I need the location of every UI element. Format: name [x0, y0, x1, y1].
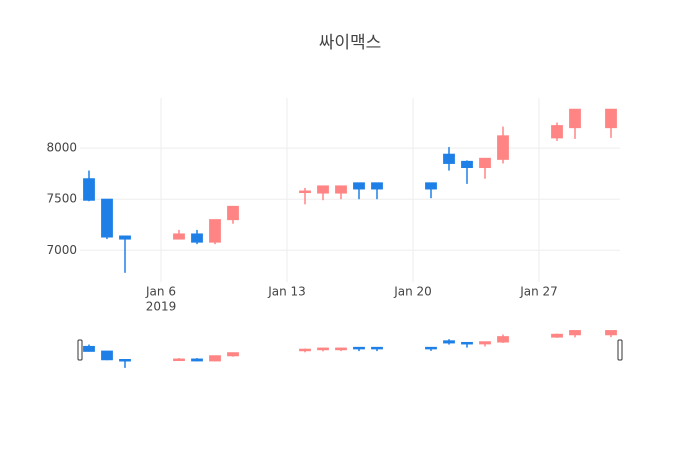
rangeslider [80, 328, 620, 370]
slider-candle-body [317, 347, 329, 351]
slider-candle-body [479, 341, 491, 345]
candle-body [173, 233, 185, 240]
slider-candle-body [173, 358, 185, 362]
x-tick-label: Jan 27 [519, 285, 558, 299]
candle-body [497, 135, 509, 160]
candle-body [83, 178, 95, 201]
slider-candle-body [569, 330, 581, 336]
candle-body [479, 157, 491, 169]
candle-body [191, 233, 203, 243]
x-tick-label: Jan 20 [393, 285, 432, 299]
candle-body [101, 198, 113, 238]
chart-title: 싸이맥스 [319, 33, 382, 53]
slider-candle-body [443, 340, 455, 344]
slider-candle-body [353, 346, 365, 350]
y-tick-label: 8000 [46, 141, 77, 155]
slider-candle-body [299, 348, 311, 352]
x-year-label: 2019 [146, 300, 177, 314]
slider-candle-body [497, 336, 509, 343]
slider-candle-body [335, 347, 347, 351]
slider-candle-body [551, 333, 563, 338]
candle-body [119, 235, 131, 240]
rangeslider-handle [77, 339, 83, 361]
slider-candle-body [425, 346, 437, 350]
slider-candle-body [101, 350, 113, 361]
candle-body [371, 182, 383, 190]
x-tick-label: Jan 13 [267, 285, 306, 299]
slider-candle-body [83, 345, 95, 352]
rangeslider-handle [617, 339, 623, 361]
x-tick-label: Jan 6 [145, 285, 176, 299]
slider-candle-body [605, 330, 617, 336]
slider-candle-body [119, 359, 131, 362]
candle-body [551, 125, 563, 139]
candle-body [605, 108, 617, 129]
slider-candle-body [227, 352, 239, 357]
candle-body [353, 182, 365, 190]
candle-body [443, 153, 455, 164]
candle-body [461, 160, 473, 169]
slider-candle-body [191, 358, 203, 362]
y-tick-label: 7500 [46, 192, 77, 206]
slider-candle-body [371, 346, 383, 350]
candle-body [425, 182, 437, 190]
candle-body [569, 108, 581, 129]
candle-body [209, 219, 221, 243]
slider-candle-body [209, 355, 221, 362]
candle-body [227, 205, 239, 221]
candle-body [299, 190, 311, 194]
y-tick-label: 7000 [46, 243, 77, 257]
candle-body [317, 185, 329, 194]
slider-candle-body [461, 341, 473, 345]
candle-body [335, 185, 347, 194]
